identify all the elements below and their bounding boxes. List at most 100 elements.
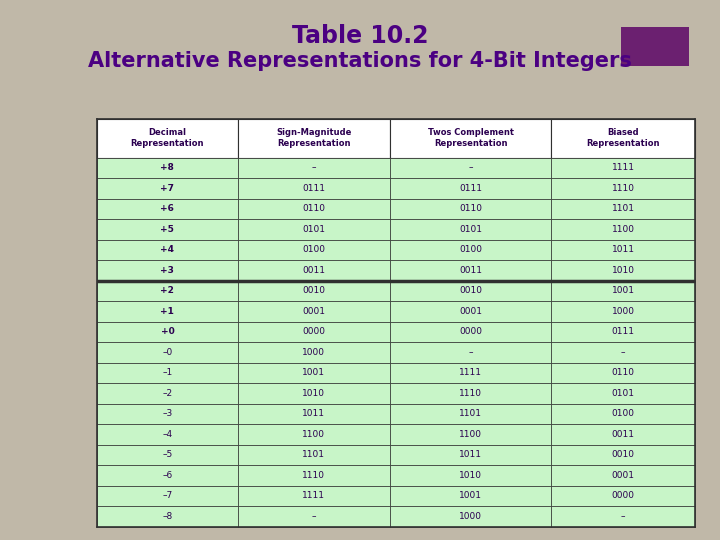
Bar: [238, 301, 390, 321]
Bar: [238, 465, 390, 485]
Bar: [97, 280, 238, 301]
Text: +6: +6: [161, 204, 174, 213]
Text: 0010: 0010: [459, 286, 482, 295]
Text: 0000: 0000: [611, 491, 634, 500]
Text: 1110: 1110: [302, 471, 325, 480]
Bar: [97, 342, 238, 362]
Text: +8: +8: [161, 163, 174, 172]
Text: 1100: 1100: [459, 430, 482, 439]
Text: 0110: 0110: [611, 368, 634, 377]
Text: 0101: 0101: [302, 225, 325, 234]
Bar: [97, 199, 238, 219]
Text: 1111: 1111: [302, 491, 325, 500]
Bar: [97, 485, 238, 506]
Bar: [390, 240, 552, 260]
Text: 1001: 1001: [611, 286, 634, 295]
Text: 0100: 0100: [459, 245, 482, 254]
Text: –0: –0: [162, 348, 173, 357]
Bar: [390, 119, 552, 158]
Text: 0011: 0011: [459, 266, 482, 275]
Bar: [390, 465, 552, 485]
Text: –2: –2: [162, 389, 173, 398]
Bar: [552, 485, 695, 506]
Bar: [238, 362, 390, 383]
Bar: [390, 444, 552, 465]
Text: 1110: 1110: [459, 389, 482, 398]
Bar: [552, 362, 695, 383]
Text: 1000: 1000: [302, 348, 325, 357]
Text: 1110: 1110: [611, 184, 634, 193]
Bar: [552, 342, 695, 362]
Bar: [390, 301, 552, 321]
Bar: [97, 424, 238, 444]
Text: 1101: 1101: [459, 409, 482, 418]
Bar: [552, 240, 695, 260]
Bar: [238, 240, 390, 260]
Bar: [552, 219, 695, 240]
Bar: [97, 465, 238, 485]
Text: 0111: 0111: [459, 184, 482, 193]
Bar: [390, 219, 552, 240]
Bar: [238, 219, 390, 240]
Text: 1111: 1111: [611, 163, 634, 172]
Bar: [390, 321, 552, 342]
Bar: [97, 119, 238, 158]
Bar: [552, 403, 695, 424]
Text: 0001: 0001: [459, 307, 482, 316]
Bar: [390, 362, 552, 383]
Bar: [390, 342, 552, 362]
Bar: [552, 465, 695, 485]
Text: –: –: [621, 348, 626, 357]
Text: 1101: 1101: [302, 450, 325, 459]
Text: 1101: 1101: [611, 204, 634, 213]
Bar: [238, 178, 390, 199]
Text: 0110: 0110: [302, 204, 325, 213]
Bar: [552, 260, 695, 280]
Text: 0000: 0000: [459, 327, 482, 336]
Text: 0000: 0000: [302, 327, 325, 336]
Text: –6: –6: [162, 471, 173, 480]
Text: 0110: 0110: [459, 204, 482, 213]
Text: 1011: 1011: [459, 450, 482, 459]
Text: –8: –8: [162, 512, 173, 521]
Text: –7: –7: [162, 491, 173, 500]
Bar: [238, 260, 390, 280]
Bar: [552, 424, 695, 444]
Bar: [238, 280, 390, 301]
Text: 0101: 0101: [459, 225, 482, 234]
Text: Alternative Representations for 4-Bit Integers: Alternative Representations for 4-Bit In…: [88, 51, 632, 71]
Bar: [552, 158, 695, 178]
Text: +2: +2: [161, 286, 174, 295]
Text: –1: –1: [162, 368, 173, 377]
Text: Decimal
Representation: Decimal Representation: [130, 128, 204, 148]
Bar: [390, 280, 552, 301]
Bar: [390, 158, 552, 178]
Bar: [97, 260, 238, 280]
Bar: [97, 403, 238, 424]
Bar: [390, 403, 552, 424]
Bar: [238, 119, 390, 158]
Text: –: –: [469, 348, 473, 357]
Text: –: –: [312, 163, 316, 172]
Text: 0101: 0101: [611, 389, 634, 398]
Text: 0100: 0100: [611, 409, 634, 418]
Bar: [97, 301, 238, 321]
Text: 1010: 1010: [302, 389, 325, 398]
Text: Sign-Magnitude
Representation: Sign-Magnitude Representation: [276, 128, 351, 148]
Text: 0010: 0010: [302, 286, 325, 295]
Bar: [390, 199, 552, 219]
Text: +1: +1: [161, 307, 174, 316]
Bar: [97, 158, 238, 178]
Text: 1011: 1011: [302, 409, 325, 418]
Bar: [97, 321, 238, 342]
Text: 0001: 0001: [611, 471, 634, 480]
Bar: [238, 383, 390, 403]
Bar: [552, 383, 695, 403]
Bar: [552, 199, 695, 219]
Bar: [238, 506, 390, 526]
Bar: [238, 199, 390, 219]
Bar: [390, 260, 552, 280]
Text: 1000: 1000: [459, 512, 482, 521]
Bar: [390, 424, 552, 444]
Bar: [97, 178, 238, 199]
